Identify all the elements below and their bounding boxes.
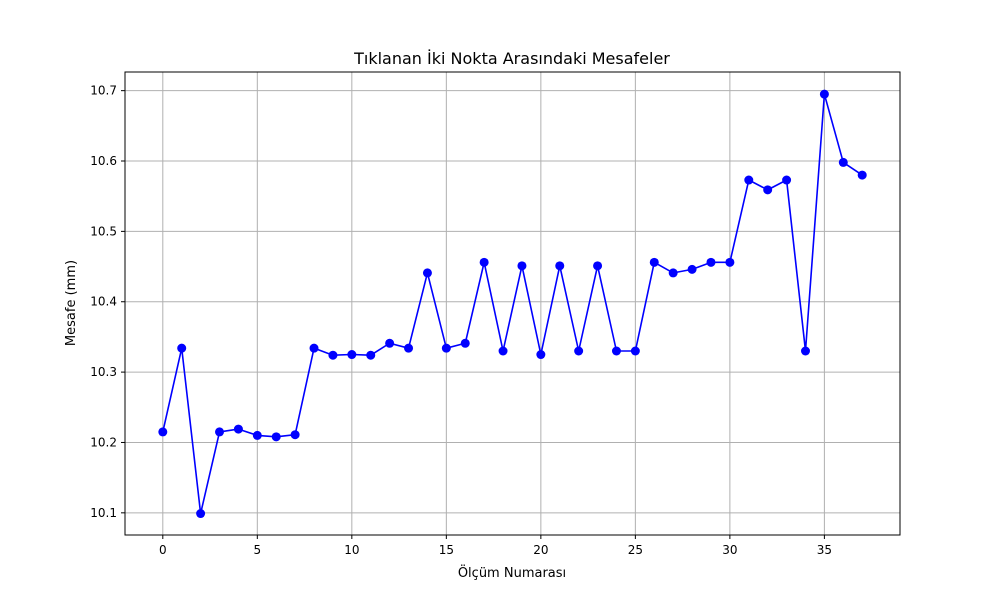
data-point — [555, 261, 565, 271]
data-point — [441, 343, 451, 353]
data-point — [215, 427, 225, 437]
ticks: 0 5 10 15 20 25 30 35 10.1 10.2 10.3 10.4 10.5 10.6 10… — [90, 84, 832, 557]
y-axis-label: Mesafe (mm) — [64, 260, 79, 346]
y-tick-label: 10.1 — [90, 506, 117, 520]
data-point — [649, 257, 659, 267]
data-point — [252, 430, 262, 440]
data-point — [271, 432, 281, 442]
chart-title: Tıklanan İki Nokta Arasındaki Mesafeler — [353, 49, 670, 68]
data-point — [385, 338, 395, 348]
data-point — [366, 350, 376, 360]
y-tick-label: 10.5 — [90, 224, 117, 238]
data-point — [536, 350, 546, 360]
x-tick-label: 30 — [722, 543, 737, 557]
x-tick-label: 15 — [439, 543, 454, 557]
x-tick-label: 0 — [159, 543, 167, 557]
data-point — [158, 427, 168, 437]
data-point — [838, 157, 848, 167]
data-point — [744, 175, 754, 185]
series-line — [162, 93, 863, 515]
y-tick-label: 10.2 — [90, 435, 117, 449]
data-point — [290, 430, 300, 440]
x-tick-label: 25 — [628, 543, 643, 557]
data-point — [706, 257, 716, 267]
series-layer — [158, 89, 867, 519]
data-point — [479, 257, 489, 267]
x-tick-label: 35 — [817, 543, 832, 557]
data-point — [687, 264, 697, 274]
data-point — [328, 350, 338, 360]
y-tick-label: 10.6 — [90, 154, 117, 168]
x-tick-label: 10 — [344, 543, 359, 557]
data-point — [233, 424, 243, 434]
data-point — [800, 346, 810, 356]
data-point — [611, 346, 621, 356]
plot-frame — [124, 71, 901, 536]
data-point — [725, 257, 735, 267]
y-tick-label: 10.4 — [90, 295, 117, 309]
data-point — [422, 268, 432, 278]
data-point — [857, 170, 867, 180]
data-point — [593, 261, 603, 271]
data-point — [668, 268, 678, 278]
data-point — [177, 343, 187, 353]
y-tick-label: 10.3 — [90, 365, 117, 379]
data-point — [196, 509, 206, 519]
data-point — [630, 346, 640, 356]
x-tick-label: 5 — [253, 543, 261, 557]
data-point — [819, 89, 829, 99]
data-point — [517, 261, 527, 271]
grid — [125, 72, 900, 535]
data-point — [763, 185, 773, 195]
data-point — [498, 346, 508, 356]
data-point — [460, 338, 470, 348]
y-tick-label: 10.7 — [90, 84, 117, 98]
data-point — [347, 350, 357, 360]
data-point — [404, 343, 414, 353]
data-point — [574, 346, 584, 356]
data-point — [309, 343, 319, 353]
x-axis-label: Ölçüm Numarası — [458, 564, 566, 581]
x-tick-label: 20 — [533, 543, 548, 557]
data-point — [782, 175, 792, 185]
